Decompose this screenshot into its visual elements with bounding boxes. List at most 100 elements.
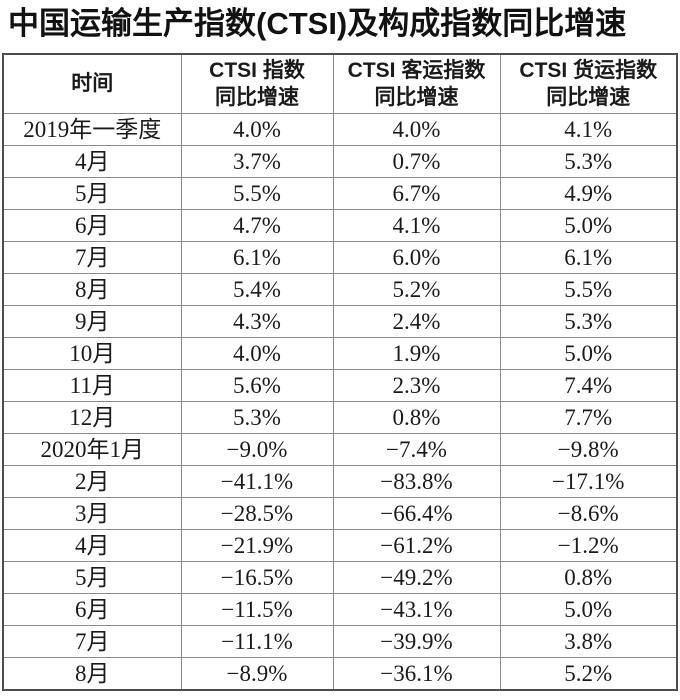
cell-ctsi-index: −16.5% [180,561,334,594]
cell-passenger-index: 2.4% [332,305,501,338]
col-header-time-label: 时间 [71,72,114,96]
cell-passenger-index: −83.8% [332,465,501,498]
table-row: 2月 −41.1% −83.8% −17.1% [2,465,678,498]
cell-time: 2020年1月 [2,433,182,466]
table-row: 6月 4.7% 4.1% 5.0% [2,209,678,242]
cell-passenger-index: −7.4% [332,433,501,466]
cell-ctsi-index: 4.7% [180,209,334,242]
header-row: 时间 CTSI 指数 同比增速 CTSI 客运指数 同比增速 [2,53,678,114]
cell-passenger-index: −61.2% [332,529,501,562]
cell-passenger-index: 4.1% [332,209,501,242]
cell-freight-index: 5.0% [499,593,678,626]
col-header-freight-index: CTSI 货运指数 同比增速 [499,53,678,114]
cell-ctsi-index: −28.5% [180,497,334,530]
table-row: 2019年一季度 4.0% 4.0% 4.1% [2,113,678,146]
cell-freight-index: 4.1% [499,113,678,146]
cell-freight-index: −8.6% [499,497,678,530]
col-header-ctsi-line1: CTSI 指数 [209,58,305,82]
page-title: 中国运输生产指数(CTSI)及构成指数同比增速 [8,6,627,41]
cell-freight-index: −17.1% [499,465,678,498]
cell-time: 4月 [2,145,182,178]
table-row: 4月 −21.9% −61.2% −1.2% [2,529,678,562]
cell-freight-index: 3.8% [499,625,678,658]
table-row: 5月 5.5% 6.7% 4.9% [2,177,678,210]
cell-passenger-index: −66.4% [332,497,501,530]
cell-freight-index: 5.0% [499,209,678,242]
cell-freight-index: 4.9% [499,177,678,210]
cell-freight-index: 7.4% [499,369,678,402]
cell-time: 4月 [2,529,182,562]
cell-ctsi-index: 4.0% [180,113,334,146]
cell-time: 2月 [2,465,182,498]
cell-ctsi-index: 6.1% [180,241,334,274]
cell-time: 7月 [2,241,182,274]
cell-freight-index: −1.2% [499,529,678,562]
cell-passenger-index: 5.2% [332,273,501,306]
cell-time: 5月 [2,177,182,210]
table-row: 8月 −8.9% −36.1% 5.2% [2,657,678,691]
cell-ctsi-index: 3.7% [180,145,334,178]
table-row: 3月 −28.5% −66.4% −8.6% [2,497,678,530]
cell-time: 6月 [2,593,182,626]
table-row: 11月 5.6% 2.3% 7.4% [2,369,678,402]
cell-passenger-index: 0.8% [332,401,501,434]
cell-time: 5月 [2,561,182,594]
cell-passenger-index: 6.7% [332,177,501,210]
cell-passenger-index: 2.3% [332,369,501,402]
col-header-ctsi-line2: 同比增速 [215,86,299,109]
col-header-passenger-line2: 同比增速 [374,86,459,109]
cell-ctsi-index: −8.9% [180,657,334,691]
cell-time: 10月 [2,337,182,370]
table-row: 9月 4.3% 2.4% 5.3% [2,305,678,338]
cell-time: 3月 [2,497,182,530]
cell-passenger-index: −49.2% [332,561,501,594]
cell-time: 2019年一季度 [2,113,182,146]
table-row: 7月 6.1% 6.0% 6.1% [2,241,678,274]
table-row: 4月 3.7% 0.7% 5.3% [2,145,678,178]
cell-freight-index: 6.1% [499,241,678,274]
cell-ctsi-index: 5.5% [180,177,334,210]
cell-ctsi-index: −21.9% [180,529,334,562]
table-row: 10月 4.0% 1.9% 5.0% [2,337,678,370]
cell-freight-index: 5.2% [499,657,678,691]
table-row: 7月 −11.1% −39.9% 3.8% [2,625,678,658]
table-row: 6月 −11.5% −43.1% 5.0% [2,593,678,626]
table-row: 2020年1月 −9.0% −7.4% −9.8% [2,433,678,466]
cell-ctsi-index: 5.3% [180,401,334,434]
cell-ctsi-index: 4.0% [180,337,334,370]
col-header-freight-line1: CTSI 货运指数 [519,58,658,82]
cell-ctsi-index: 4.3% [180,305,334,338]
cell-passenger-index: −39.9% [332,625,501,658]
col-header-passenger-index: CTSI 客运指数 同比增速 [332,53,501,114]
cell-freight-index: 0.8% [499,561,678,594]
cell-freight-index: 5.3% [499,305,678,338]
cell-passenger-index: 4.0% [332,113,501,146]
cell-passenger-index: 0.7% [332,145,501,178]
cell-ctsi-index: 5.6% [180,369,334,402]
col-header-ctsi-index: CTSI 指数 同比增速 [180,53,334,114]
cell-passenger-index: 6.0% [332,241,501,274]
cell-freight-index: 7.7% [499,401,678,434]
cell-time: 7月 [2,625,182,658]
cell-ctsi-index: −11.5% [180,593,334,626]
cell-time: 12月 [2,401,182,434]
cell-time: 6月 [2,209,182,242]
cell-time: 9月 [2,305,182,338]
cell-passenger-index: −43.1% [332,593,501,626]
cell-passenger-index: −36.1% [332,657,501,691]
cell-ctsi-index: −41.1% [180,465,334,498]
cell-freight-index: 5.0% [499,337,678,370]
cell-ctsi-index: −9.0% [180,433,334,466]
cell-freight-index: −9.8% [499,433,678,466]
col-header-freight-line2: 同比增速 [546,86,631,109]
col-header-passenger-line1: CTSI 客运指数 [347,58,486,82]
table-row: 12月 5.3% 0.8% 7.7% [2,401,678,434]
cell-ctsi-index: −11.1% [180,625,334,658]
cell-time: 8月 [2,273,182,306]
cell-freight-index: 5.3% [499,145,678,178]
cell-freight-index: 5.5% [499,273,678,306]
col-header-time: 时间 [2,53,182,114]
cell-time: 11月 [2,369,182,402]
ctsi-table: 时间 CTSI 指数 同比增速 CTSI 客运指数 同比增速 [2,53,678,691]
